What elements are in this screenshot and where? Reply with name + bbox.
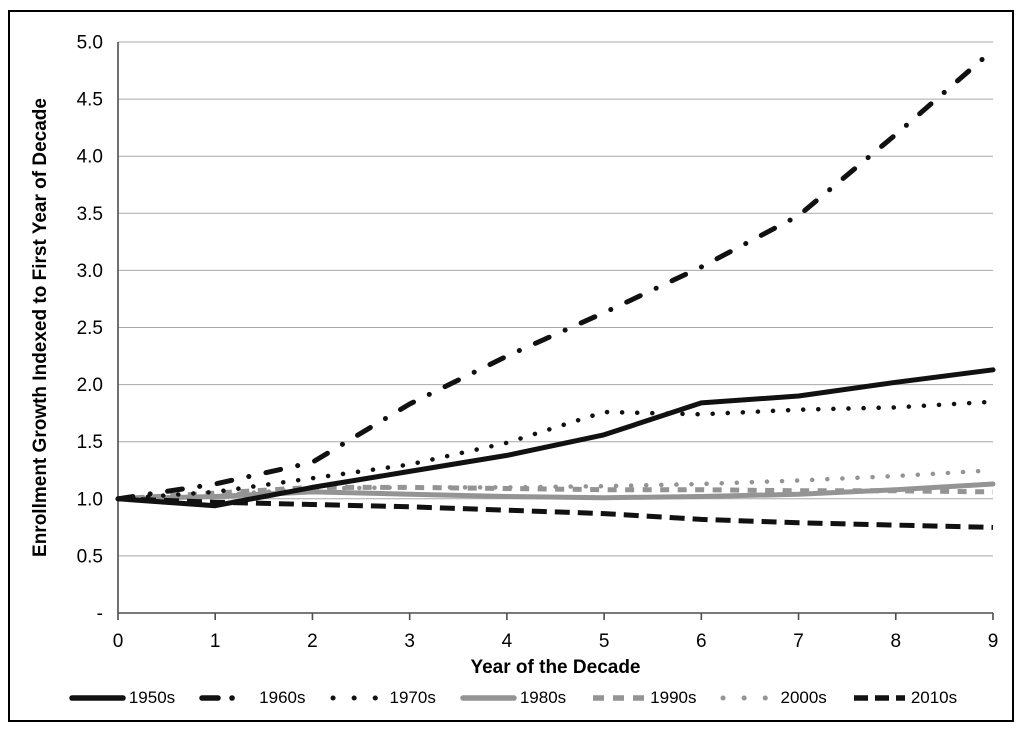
- legend-label: 1970s: [389, 688, 436, 707]
- legend-label: 2000s: [780, 688, 827, 707]
- series-line-1970s: [115, 399, 996, 502]
- series-line-1950s: [115, 367, 996, 509]
- legend-label: 1950s: [128, 688, 176, 707]
- series-line-1990s: [117, 484, 994, 502]
- x-tick-label: 5: [599, 631, 610, 652]
- legend-line-sample-dash-dot: [199, 695, 256, 701]
- legend-item-2010s: 2010s: [851, 688, 957, 708]
- legend-item-1990s: 1990s: [590, 688, 696, 708]
- y-tick-label: 2.0: [77, 375, 103, 396]
- y-tick-label: 3.5: [77, 204, 103, 225]
- legend-line-sample-long-dash: [853, 695, 905, 701]
- legend-line-sample-dashed: [593, 695, 645, 701]
- legend: 1950s 1960s 1970s 1980s 1990s 2000s 2010s: [0, 684, 1026, 712]
- legend-label: 1990s: [650, 688, 697, 707]
- legend-item-1970s: 1970s: [330, 688, 436, 708]
- x-tick-label: 6: [696, 631, 707, 652]
- series-line-1960s: [115, 47, 996, 502]
- legend-item-1980s: 1980s: [460, 688, 566, 708]
- y-tick-label: 1.0: [77, 489, 103, 510]
- legend-line-sample-dotted: [720, 695, 777, 701]
- x-tick-label: 0: [113, 631, 124, 652]
- x-axis-title: Year of the Decade: [470, 657, 641, 678]
- x-tick-label: 9: [988, 631, 999, 652]
- y-tick-label: 2.5: [77, 318, 103, 339]
- x-tick-label: 4: [502, 631, 513, 652]
- chart-outer-border: [8, 10, 1014, 722]
- y-tick-label: 5.0: [77, 33, 103, 54]
- legend-line-sample-dotted: [330, 695, 386, 701]
- y-tick-label: 4.5: [77, 90, 103, 111]
- legend-item-2000s: 2000s: [720, 688, 827, 708]
- legend-label: 1960s: [259, 688, 306, 707]
- series-line-2010s: [117, 496, 994, 530]
- x-tick-label: 8: [890, 631, 901, 652]
- legend-line-sample-solid: [69, 695, 126, 701]
- y-axis-title: Enrollment Growth Indexed to First Year …: [30, 98, 51, 557]
- legend-item-1960s: 1960s: [199, 688, 306, 708]
- x-tick-label: 2: [307, 631, 318, 652]
- y-tick-label: 0.5: [77, 546, 103, 567]
- y-tick-label: 3.0: [77, 261, 103, 282]
- y-tick-label: 1.5: [77, 432, 103, 453]
- x-tick-label: 7: [793, 631, 804, 652]
- x-tick-label: 3: [404, 631, 415, 652]
- y-tick-label: 4.0: [77, 147, 103, 168]
- legend-line-sample-solid: [460, 695, 517, 701]
- legend-item-1950s: 1950s: [69, 688, 175, 708]
- x-tick-label: 1: [210, 631, 221, 652]
- legend-label: 1980s: [519, 688, 567, 707]
- y-tick-label: -: [97, 604, 103, 625]
- legend-label: 2010s: [910, 688, 958, 707]
- series-line-2000s: [115, 468, 996, 502]
